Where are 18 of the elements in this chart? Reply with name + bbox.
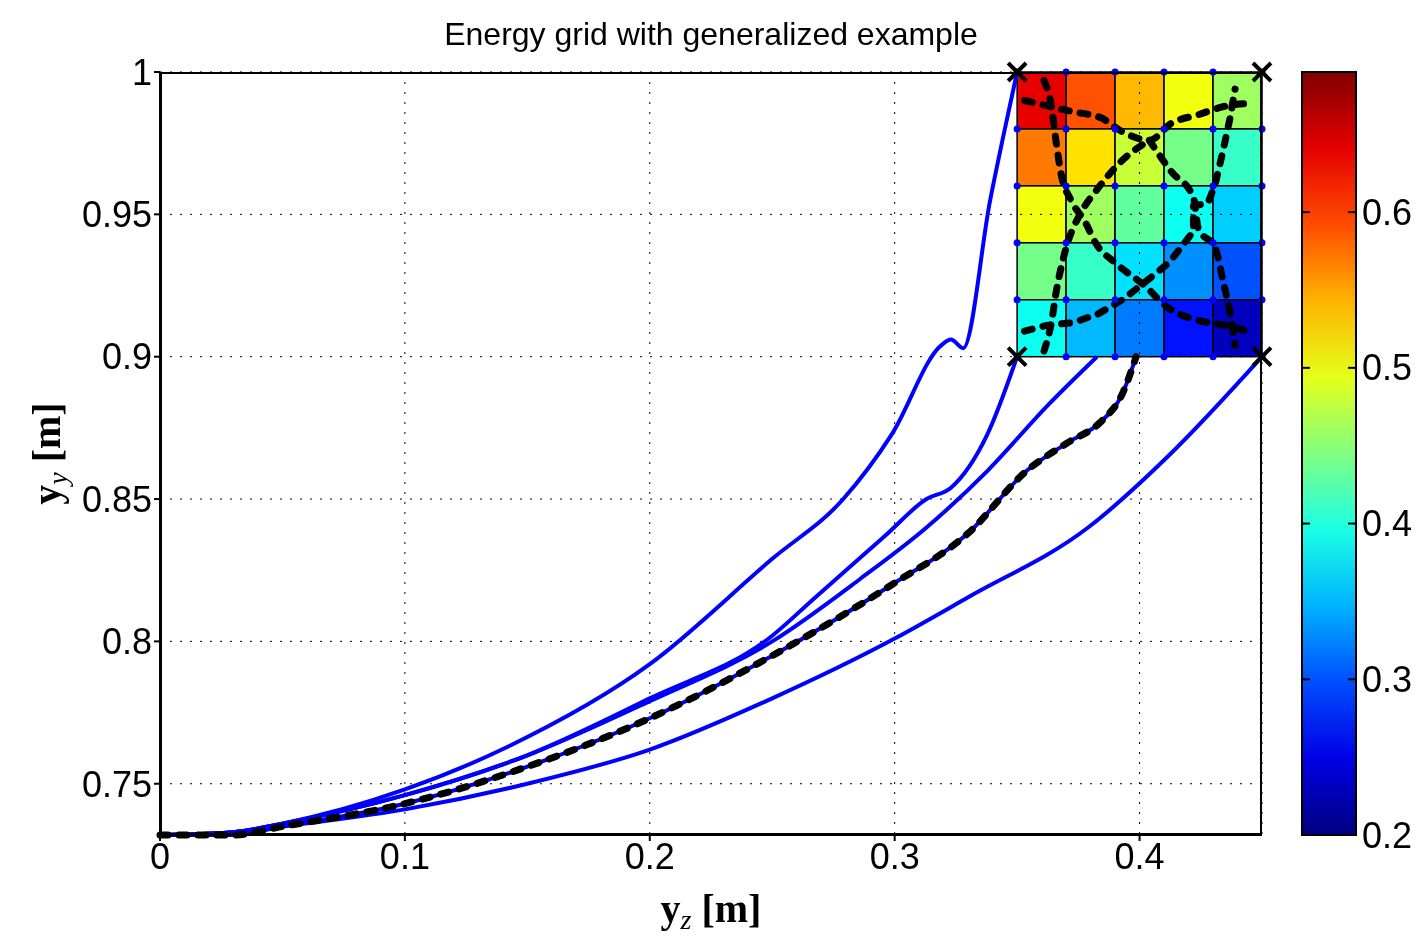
x-tick-label: 0.4 xyxy=(1114,835,1165,877)
color-bar-label: 0.5 xyxy=(1362,347,1413,389)
color-bar-label: 0.4 xyxy=(1362,503,1413,545)
y-tick-label: 1 xyxy=(131,51,152,93)
y-tick-label: 0.85 xyxy=(81,478,152,520)
x-tick-label: 0.2 xyxy=(624,835,675,877)
y-tick-label: 0.8 xyxy=(101,621,152,663)
color-scale: 0.2 0.3 0.4 0.5 0.6 xyxy=(1301,71,1413,856)
y-tick-label: 0.95 xyxy=(81,194,152,236)
color-bar-label: 0.6 xyxy=(1362,191,1413,233)
chart-title: Energy grid with generalized example xyxy=(443,16,979,53)
x-axis-title: y$_{z}$ [m] xyxy=(660,886,762,935)
x-tick-label: 0.3 xyxy=(869,835,920,877)
y-tick-label: 0.75 xyxy=(81,763,152,805)
color-bar-label: 0.3 xyxy=(1362,658,1413,700)
y-tick-label: 0.9 xyxy=(101,336,152,378)
x-tick-label: 0 xyxy=(149,835,171,877)
x-tick-label: 0.1 xyxy=(379,835,430,877)
